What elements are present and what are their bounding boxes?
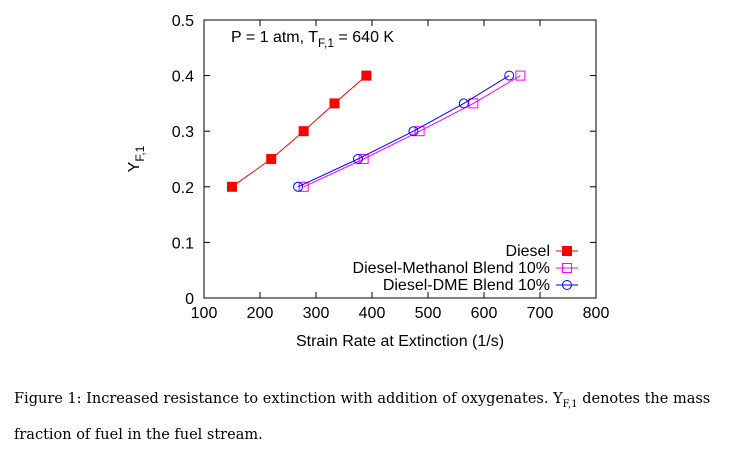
data-point [227,181,237,192]
annotation-suffix: = 640 K [334,29,394,46]
series-line [303,75,521,188]
x-tick-label: 100 [191,305,218,322]
series-line [297,75,510,188]
y-axis-title: YF,1 [126,145,147,172]
x-tick-label: 200 [247,305,274,322]
data-point [468,98,479,109]
data-point [414,126,425,137]
data-point [458,98,469,109]
plot-frame [203,19,597,299]
series-layer [227,70,526,192]
chart-canvas: 100 200 300 400 500 600 700 800 0 0.1 0.2 0.3 0.4 0.5… [126,13,610,350]
data-point [266,154,277,164]
caption-main: Figure 1: Increased resistance to extinc… [14,391,563,407]
x-tick-label: 600 [471,305,498,322]
y-tick-label: 0 [185,291,194,308]
annotation-conditions: P = 1 atm, TF,1 = 640 K [231,29,394,50]
x-tick-label: 300 [303,305,330,322]
x-tick-label: 700 [527,305,554,322]
x-tick-label: 800 [583,305,610,322]
data-point [361,70,372,81]
data-point [298,126,309,137]
y-axis-title-main: Y [126,161,143,172]
legend-swatch-marker [562,246,572,256]
y-tick-label: 0.5 [172,13,194,30]
data-point [515,70,526,81]
series-1 [298,70,526,192]
data-point [293,181,304,192]
series-2 [293,70,515,192]
data-point [408,126,419,137]
y-tick-label: 0.2 [172,180,194,197]
y-tick-label: 0.3 [172,124,194,141]
caption-sub: F,1 [562,398,578,410]
annotation-prefix: P = 1 atm, T [231,29,318,46]
legend-swatch-marker [562,280,572,290]
data-point [329,98,340,109]
caption-rest: denotes the mass fraction of fuel in the… [14,391,711,443]
legend-label: Diesel [506,243,550,260]
y-axis-title-sub: F,1 [133,145,147,161]
legend-label: Diesel-Methanol Blend 10% [353,260,550,277]
y-tick-label: 0.1 [172,235,194,252]
annotation-sub: F,1 [318,36,334,50]
legend-swatch-marker [562,263,572,273]
series-0 [227,70,372,192]
data-point [298,181,309,192]
data-point [504,70,515,81]
x-axis-title: Strain Rate at Extinction (1/s) [296,333,504,350]
figure-caption: Figure 1: Increased resistance to extinc… [14,384,736,450]
x-tick-label: 500 [415,305,442,322]
axis-ticks: 100 200 300 400 500 600 700 800 0 0.1 0.2 0.3 0.4 0.5 [172,13,610,322]
legend-label: Diesel-DME Blend 10% [383,277,550,294]
y-tick-label: 0.4 [172,69,194,86]
x-tick-label: 400 [359,305,386,322]
data-point [353,154,363,164]
